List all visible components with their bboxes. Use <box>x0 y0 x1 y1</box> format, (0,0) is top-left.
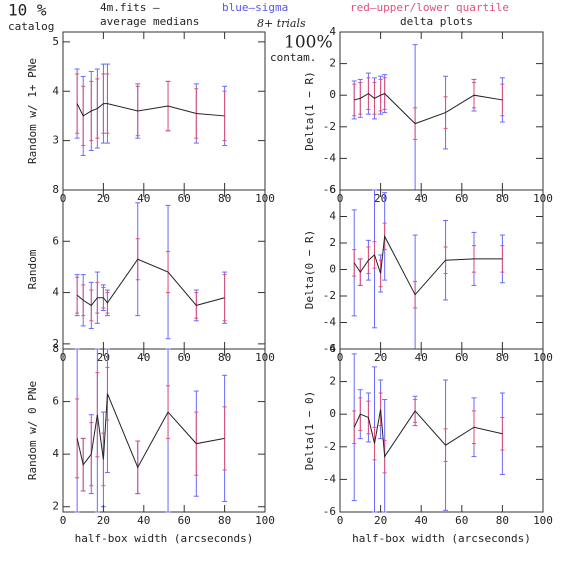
x-tick-label: 20 <box>374 514 387 527</box>
plot-frame <box>339 348 544 513</box>
y-tick-label: 5 <box>52 35 59 48</box>
y-tick-label: 4 <box>52 447 59 460</box>
y-tick-label: 6 <box>52 234 59 247</box>
x-tick-label: 0 <box>60 514 67 527</box>
y-tick-label: 0 <box>329 263 336 276</box>
x-tick-label: 80 <box>496 351 509 364</box>
x-tick-label: 40 <box>415 514 428 527</box>
y-tick-label: -2 <box>323 440 336 453</box>
x-axis-label: half-box width (arcseconds) <box>352 532 531 545</box>
x-tick-label: 100 <box>255 514 275 527</box>
x-tick-label: 20 <box>97 351 110 364</box>
y-tick-label: 0 <box>329 88 336 101</box>
y-axis-label: Random <box>26 249 39 289</box>
x-tick-label: 40 <box>137 192 150 205</box>
y-tick-label: -6 <box>323 183 336 196</box>
y-tick-label: 6 <box>329 183 336 196</box>
y-tick-label: 3 <box>52 134 59 147</box>
y-tick-label: -6 <box>323 342 336 355</box>
x-tick-label: 60 <box>455 192 468 205</box>
y-axis-label: Delta(0 − R) <box>303 230 316 309</box>
x-tick-label: 40 <box>137 351 150 364</box>
y-tick-label: 8 <box>52 183 59 196</box>
plot-frame <box>339 31 544 191</box>
quartile-error-bar <box>222 274 227 322</box>
plot-frame <box>62 348 266 513</box>
red-note: red–upper/lower quartile <box>350 1 509 14</box>
y-tick-label: 8 <box>52 342 59 355</box>
plot-frame <box>62 31 266 191</box>
y-tick-label: 6 <box>52 395 59 408</box>
median-line <box>354 93 503 125</box>
x-tick-label: 20 <box>374 192 387 205</box>
y-tick-label: 4 <box>52 286 59 299</box>
x-tick-label: 40 <box>415 192 428 205</box>
plot-frame <box>339 189 544 350</box>
y-tick-label: -2 <box>323 120 336 133</box>
median-line <box>76 103 225 117</box>
x-tick-label: 60 <box>178 514 191 527</box>
x-tick-label: 20 <box>97 514 110 527</box>
subtitle: average medians <box>100 15 199 28</box>
y-tick-label: 2 <box>52 337 59 350</box>
median-line <box>76 393 225 469</box>
x-tick-label: 80 <box>218 192 231 205</box>
y-axis-label: Delta(1 − 0) <box>303 391 316 470</box>
x-tick-label: 80 <box>496 192 509 205</box>
x-tick-label: 40 <box>415 351 428 364</box>
x-axis-label: half-box width (arcseconds) <box>75 532 254 545</box>
y-axis-label: Random w/ 0 PNe <box>26 381 39 480</box>
y-tick-label: 0 <box>329 407 336 420</box>
contam-pct: 100% <box>284 33 333 53</box>
x-tick-label: 60 <box>455 514 468 527</box>
y-tick-label: -2 <box>323 289 336 302</box>
plot-frame <box>62 189 266 350</box>
x-tick-label: 60 <box>178 351 191 364</box>
y-tick-label: -6 <box>323 505 336 518</box>
right-title: delta plots <box>400 15 473 28</box>
fraction: 10 % <box>8 1 47 20</box>
x-tick-label: 40 <box>137 514 150 527</box>
file: 4m.fits — <box>100 1 160 14</box>
x-tick-label: 20 <box>374 351 387 364</box>
y-tick-label: 4 <box>52 84 59 97</box>
y-tick-label: 4 <box>329 25 336 38</box>
x-tick-label: 80 <box>496 514 509 527</box>
y-tick-label: 2 <box>329 375 336 388</box>
trials: 8+ trials <box>257 17 306 30</box>
y-tick-label: -4 <box>323 151 337 164</box>
quartile-error-bar <box>75 276 80 314</box>
x-tick-label: 80 <box>218 514 231 527</box>
x-tick-label: 60 <box>178 192 191 205</box>
catalog: catalog <box>8 20 54 33</box>
x-tick-label: 20 <box>97 192 110 205</box>
y-tick-label: 2 <box>329 236 336 249</box>
x-tick-label: 0 <box>337 514 344 527</box>
median-line <box>353 234 503 296</box>
median-line <box>353 409 503 459</box>
y-tick-label: 2 <box>52 500 59 513</box>
y-axis-label: Random w/ 1+ PNe <box>26 58 39 164</box>
y-tick-label: 2 <box>329 57 336 70</box>
y-axis-label: Delta(1 − R) <box>303 71 316 150</box>
x-tick-label: 100 <box>533 514 553 527</box>
y-tick-label: 4 <box>329 342 336 355</box>
x-tick-label: 80 <box>218 351 231 364</box>
blue-note: blue–sigma <box>222 1 288 14</box>
x-tick-label: 60 <box>455 351 468 364</box>
median-line <box>76 258 225 307</box>
contam: contam. <box>270 51 316 64</box>
y-tick-label: -4 <box>323 316 337 329</box>
y-tick-label: -4 <box>323 472 337 485</box>
y-tick-label: 4 <box>329 210 336 223</box>
